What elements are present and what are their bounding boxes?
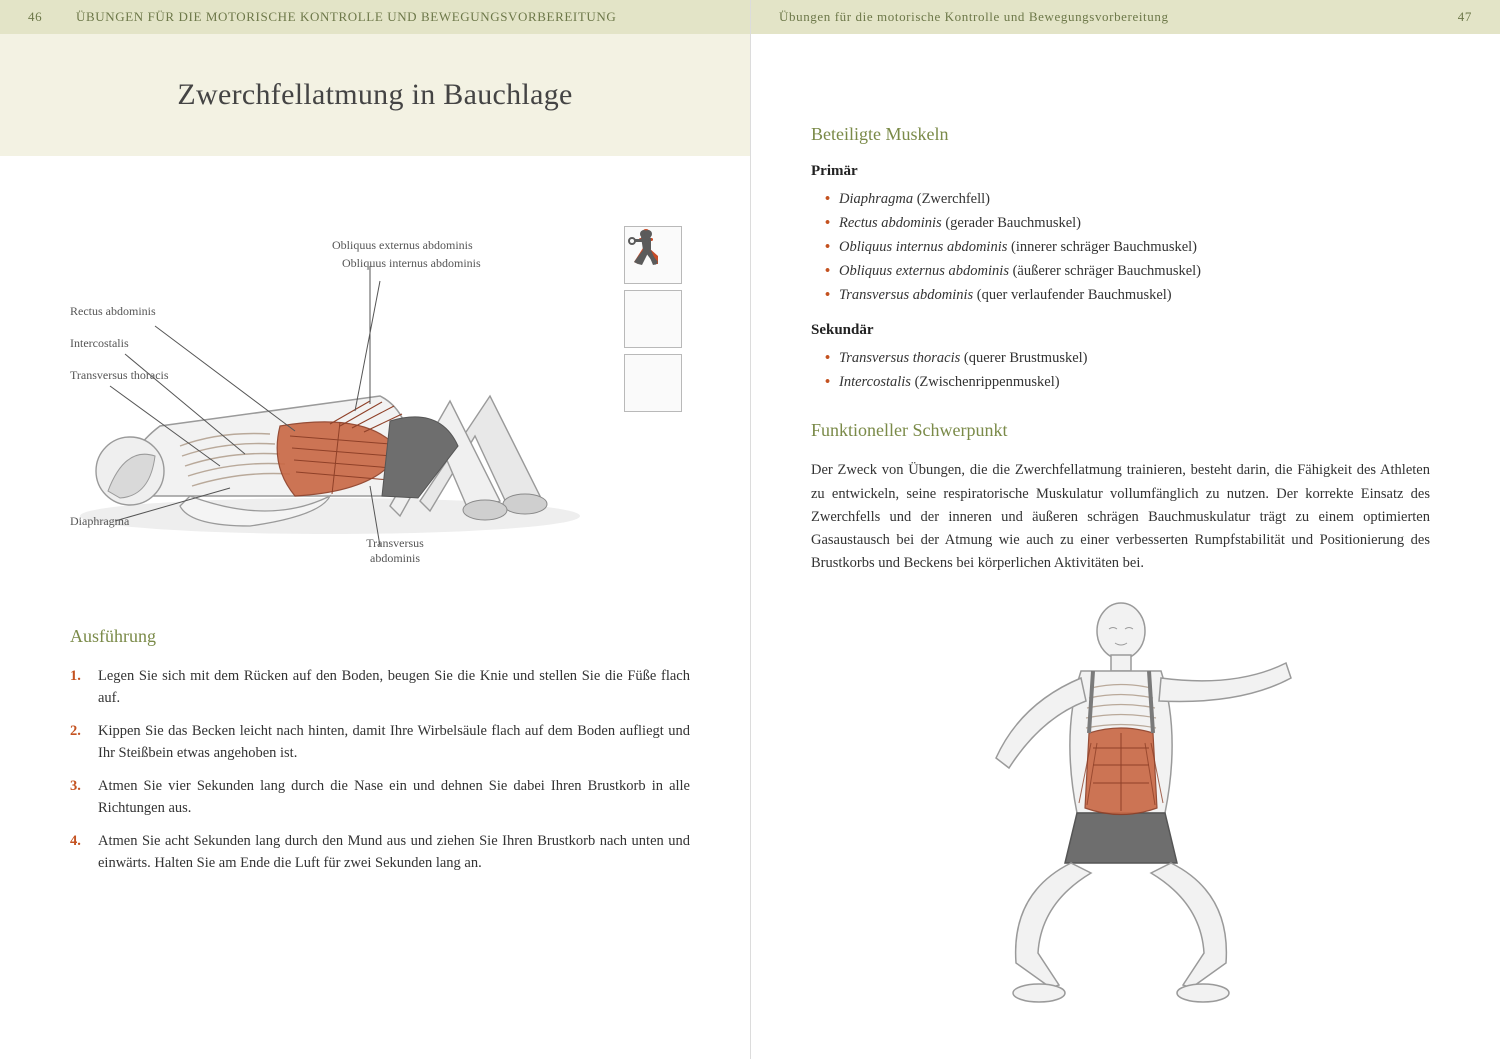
label-rectus: Rectus abdominis <box>70 304 156 319</box>
anatomy-figure-squat <box>811 593 1430 1013</box>
step-1: Legen Sie sich mit dem Rücken auf den Bo… <box>70 665 690 710</box>
step-4: Atmen Sie acht Sekunden lang durch den M… <box>70 830 690 875</box>
section-heading-muscles: Beteiligte Muskeln <box>811 124 1430 145</box>
secondary-muscle-list: Transversus thoracis (querer Brustmuskel… <box>811 347 1430 395</box>
primary-muscle-4: Obliquus externus abdominis (äußerer sch… <box>825 260 1430 284</box>
running-head-right: Übungen für die motorische Kontrolle und… <box>751 0 1500 34</box>
steps-list: Legen Sie sich mit dem Rücken auf den Bo… <box>70 665 690 875</box>
section-heading-ausfuehrung: Ausführung <box>70 626 690 647</box>
secondary-muscle-2: Intercostalis (Zwischenrippenmuskel) <box>825 371 1430 395</box>
exercise-icon-column <box>624 226 682 412</box>
title-band: Zwerchfellatmung in Bauchlage <box>0 34 750 156</box>
focus-paragraph: Der Zweck von Übungen, die die Zwerchfel… <box>811 459 1430 575</box>
primary-muscle-3: Obliquus internus abdominis (innerer sch… <box>825 236 1430 260</box>
running-title-left: ÜBUNGEN FÜR DIE MOTORISCHE KONTROLLE UND… <box>76 9 616 25</box>
primary-muscle-5: Transversus abdominis (quer verlaufender… <box>825 284 1430 308</box>
section-heading-focus: Funktioneller Schwerpunkt <box>811 420 1430 441</box>
subheading-primary: Primär <box>811 163 1430 180</box>
step-3: Atmen Sie vier Sekunden lang durch die N… <box>70 775 690 820</box>
label-obliquus-int: Obliquus internus abdominis <box>342 256 481 271</box>
page-right: Übungen für die motorische Kontrolle und… <box>750 0 1500 1059</box>
page-left: 46 ÜBUNGEN FÜR DIE MOTORISCHE KONTROLLE … <box>0 0 750 1059</box>
primary-muscle-list: Diaphragma (Zwerchfell) Rectus abdominis… <box>811 188 1430 308</box>
anatomy-figure-lying: Obliquus externus abdominis Obliquus int… <box>70 196 690 596</box>
folio-left: 46 <box>28 9 76 25</box>
page-title: Zwerchfellatmung in Bauchlage <box>177 78 572 112</box>
primary-muscle-2: Rectus abdominis (gerader Bauchmuskel) <box>825 212 1430 236</box>
primary-muscle-1: Diaphragma (Zwerchfell) <box>825 188 1430 212</box>
running-title-right: Übungen für die motorische Kontrolle und… <box>779 9 1424 25</box>
exercise-icon-throw <box>624 354 682 412</box>
secondary-muscle-1: Transversus thoracis (querer Brustmuskel… <box>825 347 1430 371</box>
label-intercostalis: Intercostalis <box>70 336 129 351</box>
folio-right: 47 <box>1424 9 1472 25</box>
step-2: Kippen Sie das Becken leicht nach hinten… <box>70 720 690 765</box>
subheading-secondary: Sekundär <box>811 322 1430 339</box>
label-diaphragma: Diaphragma <box>70 514 129 529</box>
label-transversus-ab: Transversus abdominis <box>350 536 440 566</box>
label-obliquus-ext: Obliquus externus abdominis <box>332 238 473 253</box>
label-transversus-th: Transversus thoracis <box>70 368 169 383</box>
running-head-left: 46 ÜBUNGEN FÜR DIE MOTORISCHE KONTROLLE … <box>0 0 750 34</box>
exercise-icon-stretch <box>624 290 682 348</box>
